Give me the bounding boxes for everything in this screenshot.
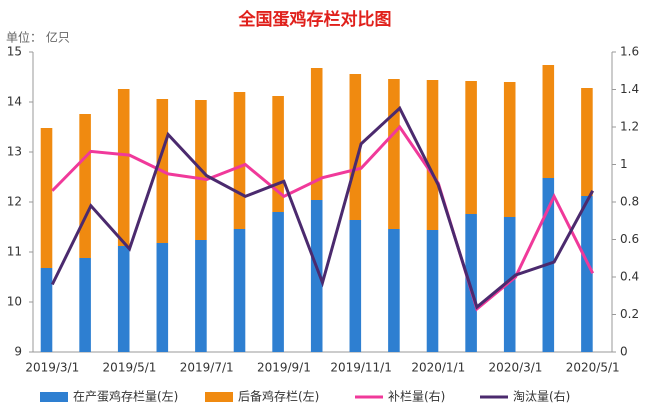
bar bbox=[465, 81, 477, 214]
x-tick-label: 2019/7/1 bbox=[180, 361, 234, 375]
bar bbox=[40, 128, 53, 268]
bar bbox=[388, 229, 400, 352]
x-tick-label: 2020/1/1 bbox=[411, 361, 465, 375]
y-tick-label: 9 bbox=[14, 345, 22, 359]
bar bbox=[117, 89, 130, 246]
bar bbox=[233, 92, 246, 229]
y-tick-label: 11 bbox=[7, 245, 22, 259]
y2-tick-label: 0.2 bbox=[620, 307, 639, 321]
bar bbox=[310, 68, 323, 200]
bar bbox=[503, 217, 516, 352]
x-tick-label: 2019/11/1 bbox=[330, 361, 392, 375]
bar bbox=[349, 220, 362, 352]
y2-tick-label: 1 bbox=[620, 157, 628, 171]
chart-title: 全国蛋鸡存栏对比图 bbox=[238, 9, 392, 30]
bar bbox=[79, 258, 91, 352]
bar bbox=[349, 74, 362, 220]
y-tick-label: 14 bbox=[7, 95, 22, 109]
bar bbox=[503, 82, 516, 217]
y-tick-label: 13 bbox=[7, 145, 22, 159]
legend-swatch bbox=[205, 392, 233, 402]
bar bbox=[388, 79, 400, 229]
legend-label: 淘汰量(右) bbox=[513, 389, 570, 404]
legend-label: 补栏量(右) bbox=[388, 389, 445, 404]
x-tick-label: 2019/9/1 bbox=[257, 361, 311, 375]
unit-label: 单位： 亿只 bbox=[6, 30, 70, 45]
x-tick-label: 2019/5/1 bbox=[103, 361, 157, 375]
bar bbox=[426, 80, 439, 230]
bar bbox=[465, 214, 477, 352]
line bbox=[50, 105, 595, 310]
y2-tick-label: 0.6 bbox=[620, 232, 639, 246]
y2-tick-label: 0 bbox=[620, 345, 628, 359]
y2-tick-label: 1.6 bbox=[620, 45, 639, 59]
bar bbox=[272, 96, 284, 212]
bar bbox=[233, 229, 246, 352]
y-tick-label: 10 bbox=[7, 295, 22, 309]
legend-swatch bbox=[40, 392, 68, 402]
bar bbox=[272, 212, 284, 352]
bar bbox=[195, 240, 207, 352]
bar bbox=[310, 200, 323, 352]
x-tick-label: 2019/3/1 bbox=[25, 361, 79, 375]
y-tick-label: 15 bbox=[7, 45, 22, 59]
bar bbox=[79, 114, 91, 258]
legend-label: 后备鸡存栏(左) bbox=[238, 389, 319, 404]
y2-tick-label: 0.8 bbox=[620, 195, 639, 209]
bar bbox=[581, 88, 593, 196]
legend-label: 在产蛋鸡存栏量(左) bbox=[73, 389, 178, 404]
bar bbox=[117, 246, 130, 352]
y-tick-label: 12 bbox=[7, 195, 22, 209]
x-tick-label: 2020/5/1 bbox=[566, 361, 620, 375]
y2-tick-label: 1.4 bbox=[620, 82, 639, 96]
bar bbox=[156, 243, 169, 352]
bar bbox=[542, 65, 555, 178]
bar bbox=[581, 196, 593, 352]
x-tick-label: 2020/3/1 bbox=[489, 361, 543, 375]
y2-tick-label: 1.2 bbox=[620, 120, 639, 134]
bar bbox=[426, 230, 439, 352]
bar bbox=[40, 268, 53, 352]
y2-tick-label: 0.4 bbox=[620, 270, 639, 284]
